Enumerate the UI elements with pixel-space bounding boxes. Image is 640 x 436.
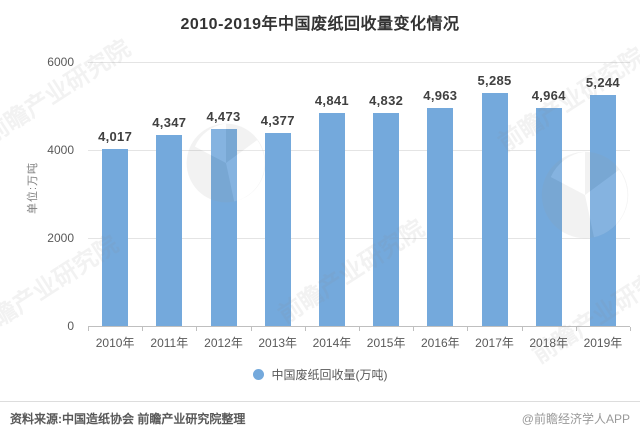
- bar: [102, 149, 129, 326]
- x-tick-mark: [521, 327, 523, 331]
- bar-value-label: 5,244: [585, 75, 620, 91]
- x-axis-labels: 2010年 2011年 2012年 2013年 2014年 2015年 2016年 2017年…: [88, 334, 630, 351]
- bar-slot: 4,473: [196, 62, 250, 326]
- gridline: [88, 62, 630, 63]
- x-axis-label: 2011年: [150, 336, 189, 350]
- y-axis-tick-label: 4000: [47, 143, 74, 157]
- bar-slots: 4,017 4,347 4,473 4,377 4,841 4,832 4,963 5,285…: [88, 62, 630, 326]
- bar: [481, 93, 508, 326]
- x-axis-label: 2019年: [583, 336, 623, 350]
- x-axis-label: 2010年: [95, 336, 135, 350]
- y-axis-tick-labels: 0 2000 4000 6000: [36, 55, 80, 333]
- bar-slot: 5,285: [467, 62, 521, 326]
- bar: [264, 133, 291, 326]
- x-tick-mark: [142, 327, 144, 331]
- x-axis-label: 2012年: [204, 336, 243, 350]
- x-axis-label: 2015年: [366, 336, 406, 350]
- bar: [156, 134, 183, 326]
- x-axis-label: 2016年: [420, 336, 460, 350]
- x-axis-label: 2014年: [312, 336, 352, 350]
- bar-value-label: 4,377: [260, 113, 295, 129]
- gridline: [88, 238, 630, 239]
- attribution-text: @前瞻经济学人APP: [521, 411, 630, 426]
- legend-label: 中国废纸回收量(万吨): [271, 368, 388, 382]
- bar-slot: 4,832: [359, 62, 413, 326]
- x-tick-mark: [196, 327, 198, 331]
- footer-divider: [0, 401, 640, 402]
- bar-value-label: 4,963: [423, 87, 458, 103]
- bar-slot: 5,244: [576, 62, 630, 326]
- bar-slot: 4,841: [305, 62, 359, 326]
- y-axis-tick-label: 2000: [47, 231, 74, 245]
- bar-value-label: 4,017: [98, 129, 133, 145]
- x-tick-mark: [250, 327, 252, 331]
- x-tick-mark: [630, 327, 631, 331]
- x-axis-tick-marks: [88, 327, 631, 331]
- bar-slot: 4,347: [142, 62, 196, 326]
- x-tick-mark: [88, 327, 89, 331]
- bar-slot: 4,963: [413, 62, 467, 326]
- legend-marker-icon: [252, 369, 264, 380]
- bar: [373, 113, 400, 326]
- bar: [535, 107, 562, 326]
- data-source-text: 资料来源:中国造纸协会 前瞻产业研究院整理: [10, 411, 246, 426]
- legend: 中国废纸回收量(万吨): [0, 366, 640, 383]
- x-axis-label: 2017年: [475, 336, 514, 350]
- footer: 资料来源:中国造纸协会 前瞻产业研究院整理 @前瞻经济学人APP: [10, 404, 630, 432]
- bar: [318, 113, 345, 326]
- chart-title: 2010-2019年中国废纸回收量变化情况: [180, 16, 460, 33]
- plot-area: 4,017 4,347 4,473 4,377 4,841 4,832 4,963 5,285…: [88, 62, 630, 327]
- bar-value-label: 4,964: [531, 87, 566, 103]
- bar-value-label: 4,841: [314, 93, 349, 108]
- bar-value-label: 4,347: [152, 114, 187, 130]
- y-axis-tick-label: 0: [67, 319, 74, 333]
- x-axis-label: 2013年: [258, 336, 298, 350]
- x-tick-mark: [413, 327, 415, 331]
- x-tick-mark: [575, 327, 577, 331]
- bar-value-label: 5,285: [477, 73, 512, 89]
- y-axis-tick-label: 6000: [47, 55, 74, 69]
- x-axis-label: 2018年: [529, 336, 569, 350]
- bar: [589, 95, 616, 326]
- bar-slot: 4,017: [88, 62, 142, 326]
- bar: [210, 129, 237, 326]
- bar: [427, 107, 454, 326]
- bar-slot: 4,377: [251, 62, 305, 326]
- bar-slot: 4,964: [522, 62, 576, 326]
- bar-value-label: 4,832: [369, 93, 404, 109]
- bar-value-label: 4,473: [206, 109, 241, 125]
- gridline: [88, 150, 630, 151]
- x-tick-mark: [304, 327, 306, 331]
- x-tick-mark: [467, 327, 469, 331]
- x-tick-mark: [359, 327, 360, 331]
